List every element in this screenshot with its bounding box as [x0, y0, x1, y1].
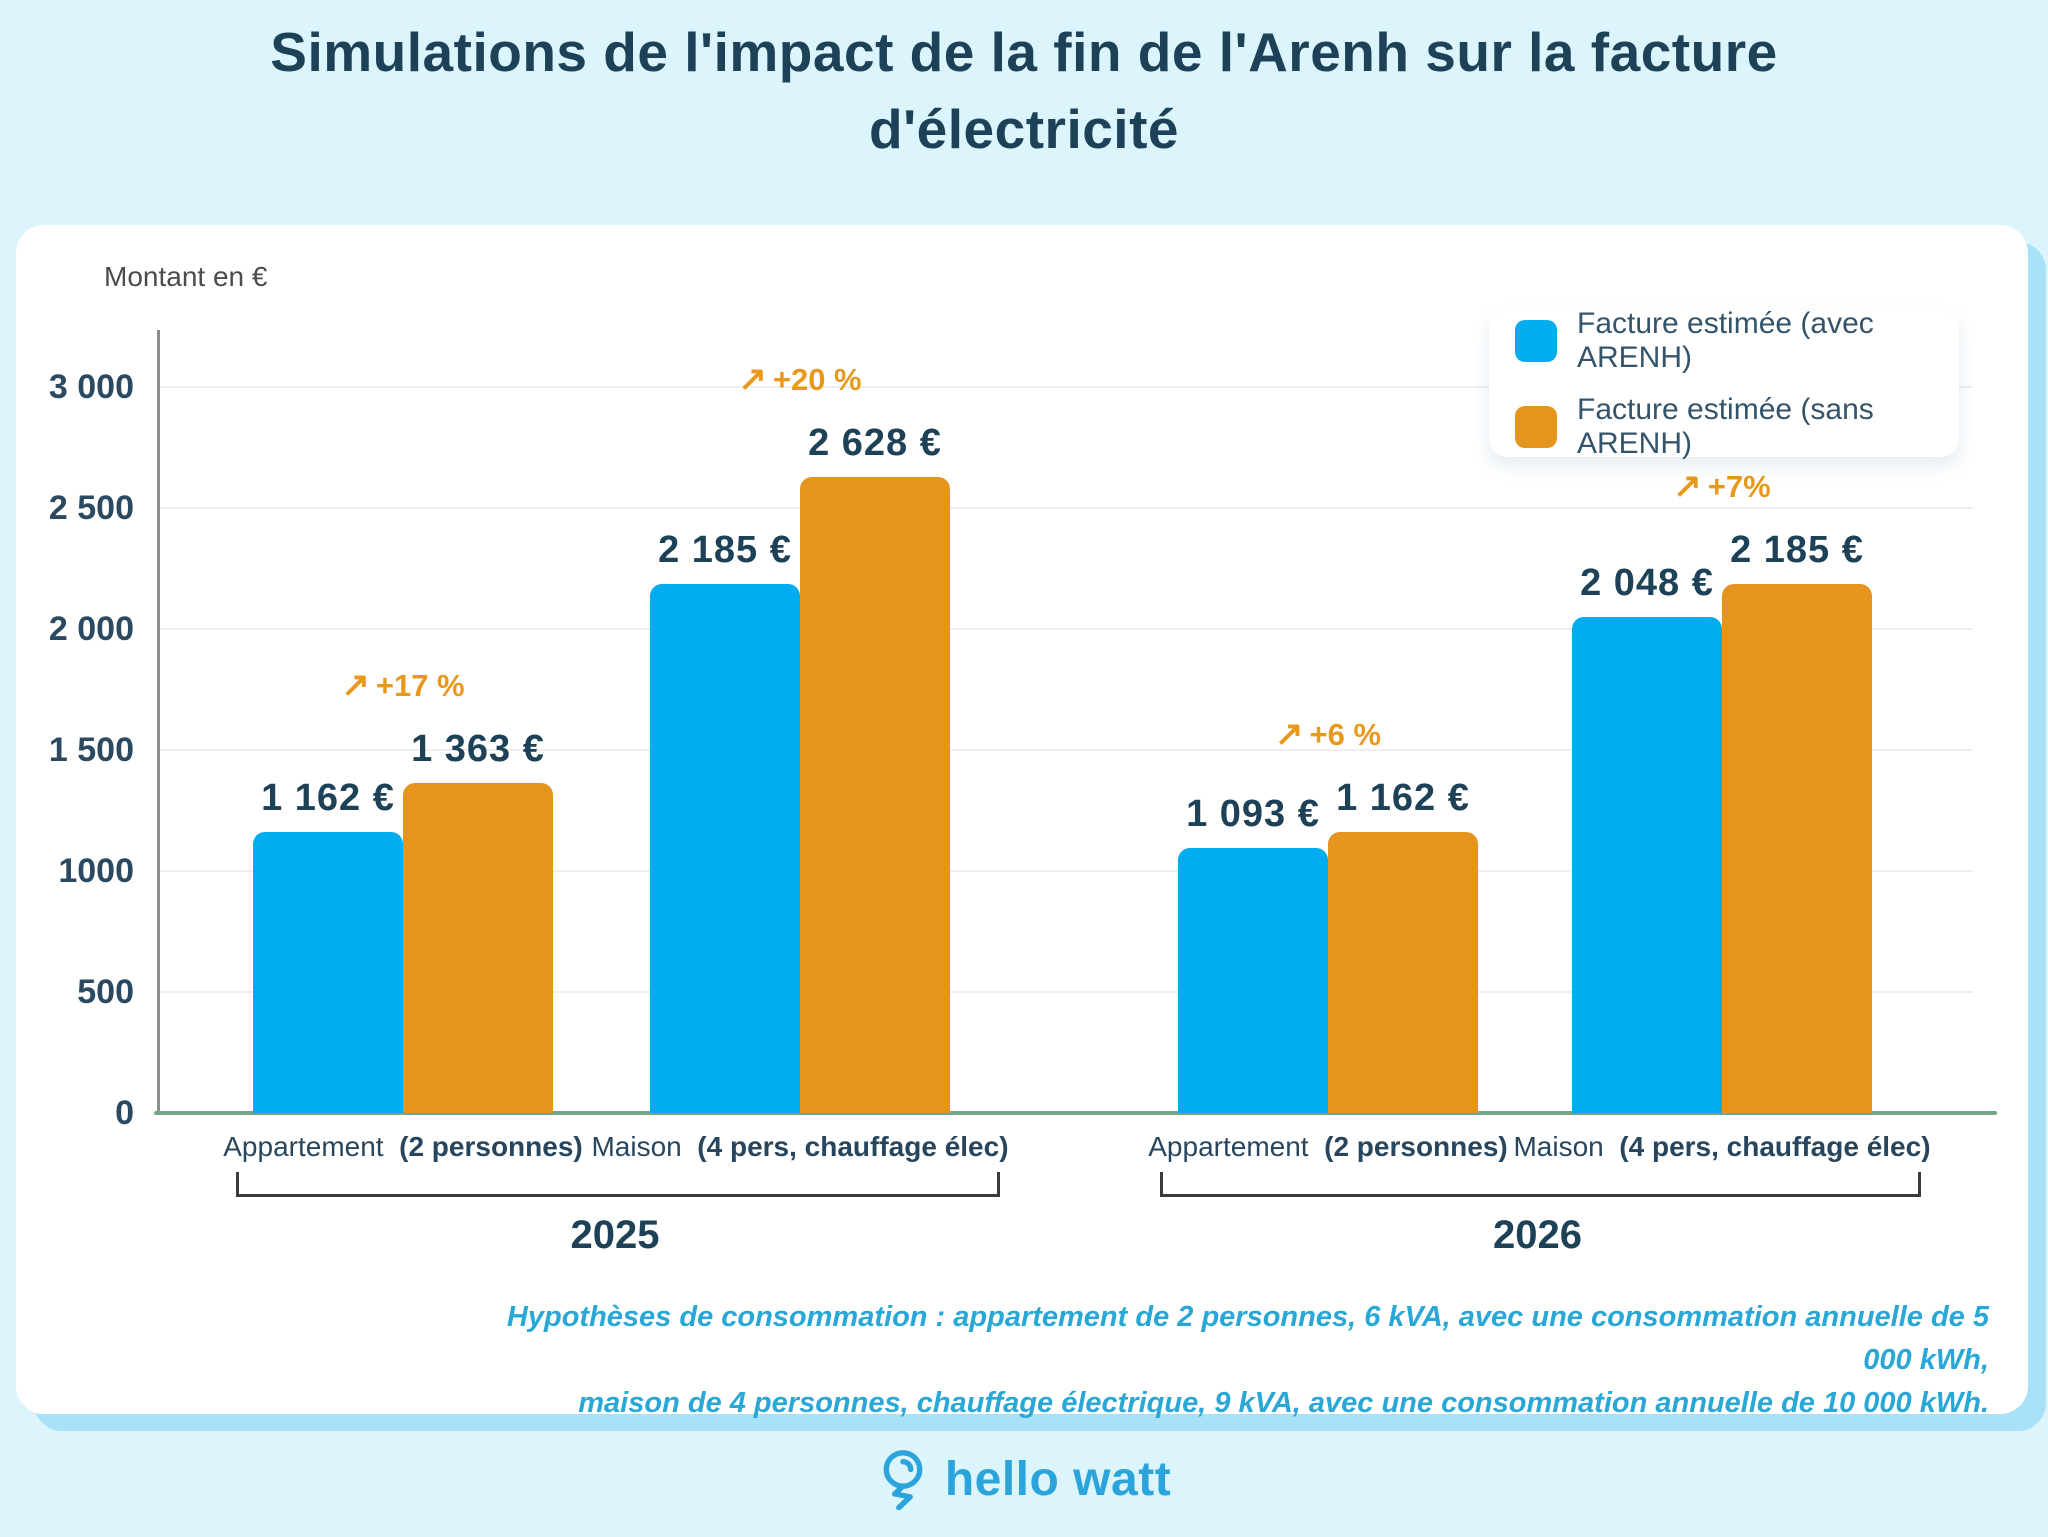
page-title-line2: d'électricité: [869, 98, 1179, 160]
gridline-1500: [157, 749, 1973, 751]
year-label-2025: 2025: [570, 1213, 660, 1257]
pct-increase-label: ↗ +17 %: [341, 666, 465, 704]
bar-avec-arenh: [650, 584, 800, 1113]
bar-sans-arenh: [1722, 584, 1872, 1113]
bar-sans-arenh: [403, 783, 553, 1113]
pct-increase-label: ↗ +20 %: [738, 360, 862, 398]
y-tick-2000: 2 000: [48, 610, 134, 648]
value-label-sans-arenh: 1 162 €: [1336, 777, 1470, 819]
value-label-avec-arenh: 2 048 €: [1580, 562, 1714, 604]
footnote-line-1: Hypothèses de consommation : appartement…: [506, 1301, 1989, 1376]
bar-avec-arenh: [253, 832, 403, 1113]
bar-avec-arenh: [1572, 617, 1722, 1113]
legend-item-avec-arenh: Facture estimée (avec ARENH): [1489, 307, 1959, 375]
gridline-3000: [157, 386, 1973, 388]
value-label-sans-arenh: 2 185 €: [1730, 529, 1864, 571]
x-category-label: Appartement (2 personnes): [1088, 1131, 1568, 1163]
y-axis-line: [157, 330, 160, 1113]
pct-increase-label: ↗ +6 %: [1274, 715, 1382, 753]
chart-card: Montant en € Facture estimée (avec ARENH…: [16, 225, 2028, 1419]
category-detail: (4 pers, chauffage élec): [1619, 1131, 1931, 1162]
page-title-line1: Simulations de l'impact de la fin de l'A…: [270, 21, 1778, 83]
increase-arrow-icon: ↗: [1274, 715, 1304, 753]
plot-area: 1 162 € 1 363 € ↗ +17 % 2 185 € 2 628 € ↗ +20 %…: [16, 225, 2028, 1113]
category-detail: (2 personnes): [399, 1131, 583, 1162]
category-detail: (2 personnes): [1324, 1131, 1508, 1162]
value-label-avec-arenh: 1 162 €: [261, 777, 395, 819]
lightbulb-icon: [883, 1450, 923, 1510]
brand-name: hello watt: [944, 1452, 1172, 1506]
x-category-label: Maison (4 pers, chauffage élec): [560, 1131, 1040, 1163]
y-tick-2500: 2 500: [48, 489, 134, 527]
legend-item-sans-arenh: Facture estimée (sans ARENH): [1489, 393, 1959, 461]
y-tick-1000: 1000: [58, 852, 134, 890]
category-name: Appartement: [1148, 1131, 1325, 1162]
chart-legend: Facture estimée (avec ARENH) Facture est…: [1489, 307, 1959, 460]
year-bracket-2026: [1160, 1172, 1921, 1197]
footer-brand: hello watt: [0, 1448, 2048, 1510]
bar-sans-arenh: [1328, 832, 1478, 1113]
y-axis-label: Montant en €: [104, 261, 268, 292]
increase-arrow-icon: ↗: [341, 666, 370, 704]
gridline-500: [157, 991, 1973, 993]
x-category-label: Appartement (2 personnes): [163, 1131, 643, 1163]
value-label-sans-arenh: 2 628 €: [808, 422, 942, 464]
year-label-2026: 2026: [1493, 1213, 1582, 1257]
increase-arrow-icon: ↗: [1673, 467, 1702, 505]
bar-avec-arenh: [1178, 848, 1328, 1113]
value-label-avec-arenh: 2 185 €: [658, 529, 792, 571]
gridline-2000: [157, 628, 1973, 630]
legend-label-avec-arenh: Facture estimée (avec ARENH): [1577, 307, 1874, 374]
legend-label-sans-arenh: Facture estimée (sans ARENH): [1577, 393, 1874, 460]
year-bracket-2025: [236, 1172, 1000, 1197]
pct-increase-label: ↗ +7%: [1673, 467, 1771, 505]
page-title: Simulations de l'impact de la fin de l'A…: [0, 14, 2048, 168]
x-category-label: Maison (4 pers, chauffage élec): [1482, 1131, 1962, 1163]
category-name: Maison: [591, 1131, 698, 1162]
category-detail: (4 pers, chauffage élec): [697, 1131, 1009, 1162]
footnote-line-2: maison de 4 personnes, chauffage électri…: [578, 1387, 1989, 1419]
legend-swatch-avec-arenh: [1515, 320, 1557, 362]
legend-swatch-sans-arenh: [1515, 406, 1557, 448]
gridline-1000: [157, 870, 1973, 872]
y-tick-0: 0: [115, 1094, 134, 1132]
y-tick-3000: 3 000: [48, 368, 134, 406]
y-tick-1500: 1 500: [48, 731, 134, 769]
value-label-sans-arenh: 1 363 €: [411, 728, 545, 770]
y-tick-500: 500: [77, 973, 134, 1011]
bar-sans-arenh: [800, 477, 950, 1113]
gridline-2500: [157, 507, 1973, 509]
category-name: Maison: [1513, 1131, 1620, 1162]
value-label-avec-arenh: 1 093 €: [1186, 793, 1320, 835]
x-axis-baseline: [154, 1111, 1997, 1115]
footnote: Hypothèses de consommation : appartement…: [469, 1296, 1989, 1425]
increase-arrow-icon: ↗: [738, 360, 767, 398]
category-name: Appartement: [223, 1131, 400, 1162]
